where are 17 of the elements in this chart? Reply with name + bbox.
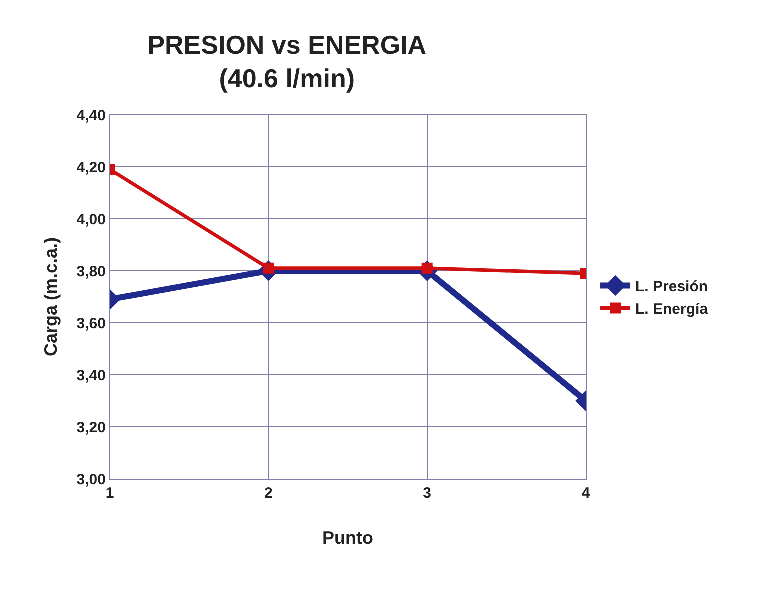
x-tick-label: 3 [423,485,432,502]
y-tick-label: 3,20 [76,419,106,436]
y-tick-label: 4,40 [76,107,106,124]
x-tick-label: 2 [264,485,273,502]
y-tick-label: 3,80 [76,263,106,280]
x-tick-label: 4 [582,485,591,502]
legend-label: L. Energía [636,301,709,318]
y-tick-label: 4,00 [76,211,106,228]
chart-title: PRESION vs ENERGIA (40.6 l/min) [148,30,427,94]
x-axis-title: Punto [322,528,374,548]
y-tick-label: 3,40 [76,367,106,384]
legend-label: L. Presión [636,278,708,296]
y-tick-label: 3,60 [76,315,106,332]
y-tick-label: 3,00 [76,471,106,488]
y-axis-title: Carga (m.c.a.) [40,237,61,357]
x-tick-label: 1 [106,485,114,502]
y-tick-label: 4,20 [76,159,106,176]
